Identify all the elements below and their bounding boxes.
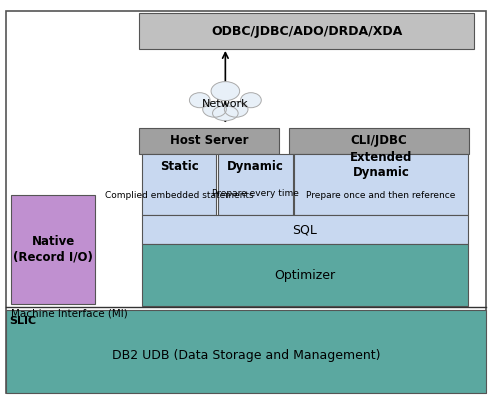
- Text: Static: Static: [160, 160, 198, 173]
- Text: SQL: SQL: [292, 223, 317, 236]
- FancyBboxPatch shape: [11, 195, 95, 304]
- FancyBboxPatch shape: [139, 13, 474, 49]
- Ellipse shape: [190, 93, 210, 108]
- Text: Complied embedded statements: Complied embedded statements: [105, 191, 253, 199]
- Text: DB2 UDB (Data Storage and Management): DB2 UDB (Data Storage and Management): [112, 349, 381, 362]
- Ellipse shape: [212, 106, 238, 121]
- FancyBboxPatch shape: [290, 128, 469, 154]
- Text: Network: Network: [202, 99, 248, 109]
- Text: CLI/JDBC: CLI/JDBC: [351, 134, 407, 147]
- Text: SLIC: SLIC: [9, 316, 36, 326]
- Ellipse shape: [241, 93, 261, 108]
- Text: Host Server: Host Server: [170, 134, 248, 147]
- Text: Native
(Record I/O): Native (Record I/O): [13, 235, 93, 263]
- FancyBboxPatch shape: [142, 215, 467, 244]
- FancyBboxPatch shape: [139, 128, 280, 154]
- Text: Dynamic: Dynamic: [227, 160, 284, 173]
- Text: Prepare every time: Prepare every time: [212, 189, 299, 197]
- Text: Prepare once and then reference: Prepare once and then reference: [306, 191, 455, 200]
- FancyBboxPatch shape: [142, 154, 216, 215]
- FancyBboxPatch shape: [294, 154, 467, 215]
- Ellipse shape: [203, 101, 226, 117]
- FancyBboxPatch shape: [6, 310, 486, 393]
- Ellipse shape: [211, 82, 240, 101]
- Text: Machine Interface (MI): Machine Interface (MI): [11, 309, 128, 319]
- Text: ODBC/JDBC/ADO/DRDA/XDA: ODBC/JDBC/ADO/DRDA/XDA: [211, 25, 402, 37]
- Text: Extended
Dynamic: Extended Dynamic: [349, 150, 412, 179]
- Text: Optimizer: Optimizer: [274, 269, 335, 281]
- Ellipse shape: [224, 101, 248, 117]
- FancyBboxPatch shape: [218, 154, 293, 215]
- FancyBboxPatch shape: [142, 244, 467, 306]
